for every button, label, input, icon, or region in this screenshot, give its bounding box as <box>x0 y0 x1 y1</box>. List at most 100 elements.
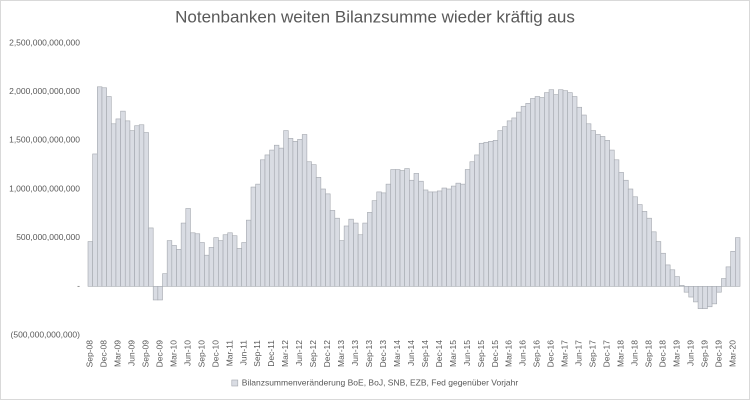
x-tick-label: Jun-16 <box>518 340 528 366</box>
bar <box>124 120 131 287</box>
bar <box>171 245 177 287</box>
bar <box>166 240 173 287</box>
bar <box>693 286 699 303</box>
y-tick-label: 1,000,000,000,000 <box>9 183 80 193</box>
x-tick-label: Sep-09 <box>140 340 150 368</box>
x-tick-label: Jun-19 <box>685 340 695 366</box>
bar <box>590 130 596 287</box>
x-tick-label: Dec-12 <box>322 340 332 368</box>
bar <box>618 172 624 287</box>
x-tick-label: Mar-16 <box>504 340 514 367</box>
bar <box>101 87 107 287</box>
bar <box>87 241 93 287</box>
bar <box>371 200 378 287</box>
bar <box>735 237 741 287</box>
bar <box>357 234 364 287</box>
x-tick-label: Dec-13 <box>378 340 388 368</box>
bar <box>576 106 582 287</box>
x-tick-label: Jun-11 <box>238 340 248 366</box>
bar <box>339 240 345 287</box>
bar <box>730 250 736 287</box>
x-tick-label: Mar-15 <box>448 340 458 367</box>
bar <box>395 169 401 287</box>
bar <box>97 86 103 287</box>
bar <box>534 96 541 287</box>
bar <box>623 179 629 287</box>
bar <box>572 96 578 287</box>
bar <box>646 217 652 287</box>
bar <box>329 210 336 287</box>
bar <box>474 154 480 287</box>
bar <box>688 286 694 298</box>
x-tick-label: Mar-11 <box>224 340 234 367</box>
bar <box>283 130 289 287</box>
bar <box>669 269 676 287</box>
x-tick-label: Mar-12 <box>280 340 290 367</box>
bar <box>725 266 731 287</box>
bar <box>227 232 233 287</box>
bar <box>110 123 117 287</box>
x-tick-label: Dec-18 <box>657 340 667 368</box>
bar <box>599 136 606 287</box>
bar <box>367 212 373 287</box>
chart-title: Notenbanken weiten Bilanzsumme wieder kr… <box>175 7 575 26</box>
bar <box>115 118 121 287</box>
x-tick-label: Jun-13 <box>350 340 360 366</box>
bar <box>325 193 331 287</box>
x-tick-label: Mar-17 <box>560 340 570 367</box>
bar <box>292 141 298 287</box>
bar <box>385 183 392 287</box>
x-tick-label: Mar-19 <box>671 340 681 367</box>
bar <box>548 89 555 287</box>
bar <box>655 241 662 287</box>
bar <box>553 94 559 287</box>
y-tick-label: 2,000,000,000,000 <box>9 86 80 96</box>
bar <box>260 159 266 287</box>
bar <box>409 179 415 287</box>
bar <box>120 110 126 287</box>
x-tick-label: Sep-16 <box>532 340 542 368</box>
x-tick-label: Jun-12 <box>294 340 304 366</box>
x-tick-label: Sep-14 <box>420 340 430 368</box>
x-tick-label: Sep-08 <box>85 340 95 368</box>
bar <box>665 264 671 287</box>
bar <box>497 130 503 287</box>
bar <box>423 189 429 287</box>
legend-label: Bilanzsummenveränderung BoE, BoJ, SNB, E… <box>242 377 519 387</box>
bar <box>246 219 252 287</box>
bar <box>92 153 98 287</box>
bar <box>464 169 471 287</box>
bar <box>213 237 219 287</box>
bar <box>185 208 191 287</box>
bar <box>413 173 419 287</box>
bar <box>152 286 159 301</box>
x-tick-label: Mar-13 <box>336 340 346 367</box>
x-tick-label: Sep-11 <box>252 340 262 367</box>
x-tick-label: Sep-19 <box>699 340 709 368</box>
bar <box>297 139 303 287</box>
bar <box>520 105 527 287</box>
x-tick-label: Mar-10 <box>168 340 178 367</box>
bar <box>530 98 536 287</box>
bar <box>418 180 424 287</box>
bar <box>199 242 205 287</box>
bar <box>460 183 466 287</box>
bar <box>637 204 643 287</box>
bar <box>134 125 140 287</box>
bar <box>180 222 187 287</box>
bar <box>162 273 168 287</box>
x-tick-label: Mar-14 <box>392 340 402 367</box>
x-tick-label: Dec-17 <box>602 340 612 368</box>
bar <box>539 97 545 287</box>
x-tick-label: Dec-16 <box>546 340 556 368</box>
x-tick-label: Jun-10 <box>182 340 192 366</box>
bar <box>427 191 433 287</box>
x-tick-label: Sep-18 <box>643 340 653 368</box>
x-tick-label: Jun-14 <box>406 340 416 366</box>
bar <box>241 242 247 287</box>
bar <box>511 117 517 287</box>
x-tick-label: Sep-15 <box>476 340 486 368</box>
bar <box>707 286 713 308</box>
bar <box>255 183 261 287</box>
bar <box>455 182 461 287</box>
